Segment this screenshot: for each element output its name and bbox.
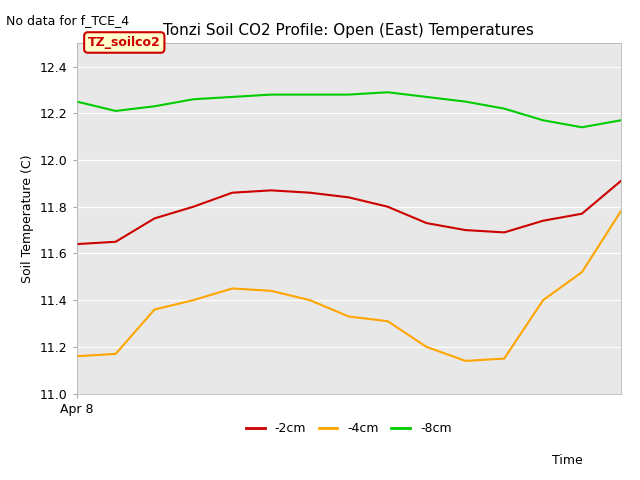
Title: Tonzi Soil CO2 Profile: Open (East) Temperatures: Tonzi Soil CO2 Profile: Open (East) Temp… [163, 23, 534, 38]
Legend: -2cm, -4cm, -8cm: -2cm, -4cm, -8cm [241, 417, 457, 440]
Text: TZ_soilco2: TZ_soilco2 [88, 36, 161, 49]
Y-axis label: Soil Temperature (C): Soil Temperature (C) [22, 154, 35, 283]
Text: Time: Time [552, 454, 582, 467]
Text: No data for f_TCE_4: No data for f_TCE_4 [6, 14, 129, 27]
